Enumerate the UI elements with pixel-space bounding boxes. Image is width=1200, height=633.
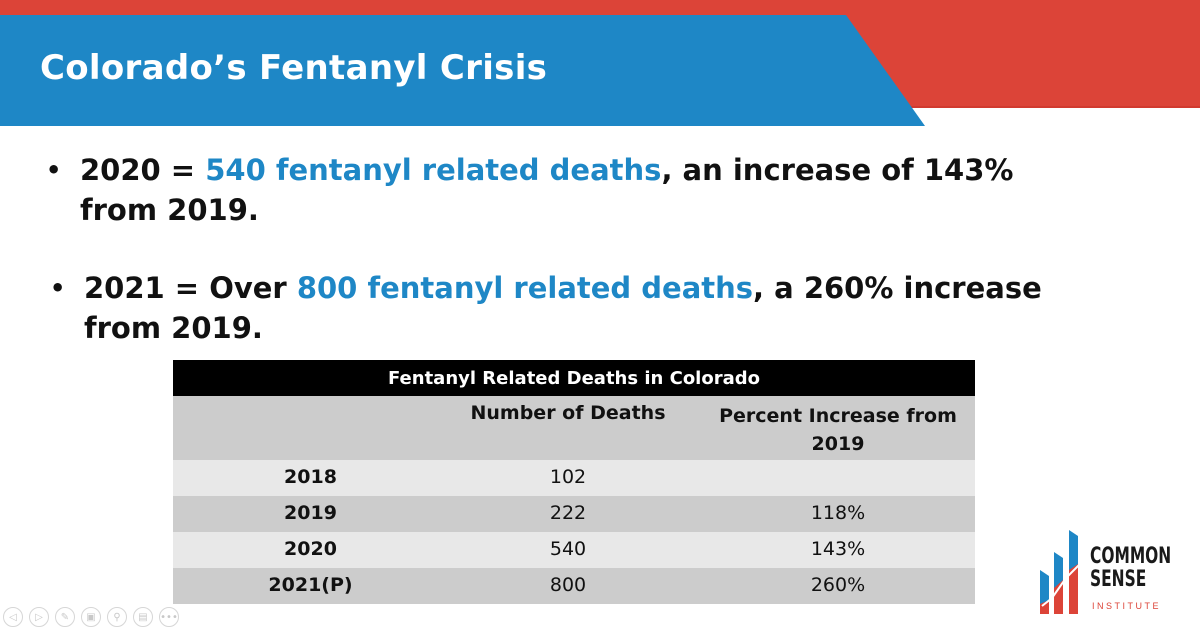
table-title: Fentanyl Related Deaths in Colorado (173, 360, 975, 396)
slide-title: Colorado’s Fentanyl Crisis (40, 48, 548, 88)
logo-wordmark: COMMON SENSE (1090, 545, 1171, 591)
table-row: 2019 222 118% (173, 496, 975, 532)
next-icon[interactable]: ▷ (29, 607, 49, 627)
bullet-prefix: 2020 = (80, 153, 206, 187)
pen-icon[interactable]: ✎ (55, 607, 75, 627)
row-percent: 118% (810, 502, 866, 524)
deaths-table: Fentanyl Related Deaths in Colorado Numb… (173, 360, 975, 604)
bullet-highlight: 800 fentanyl related deaths (296, 271, 754, 305)
table-row: 2018 102 (173, 460, 975, 496)
bullet-highlight: 540 fentanyl related deaths (205, 153, 662, 187)
header-banner-blue (0, 15, 925, 126)
zoom-icon[interactable]: ⚲ (107, 607, 127, 627)
logo-line-common: COMMON (1090, 544, 1172, 569)
row-deaths: 102 (549, 466, 587, 488)
column-header-percent: Percent Increase from 2019 (719, 405, 957, 455)
common-sense-logo-icon (1040, 530, 1081, 614)
logo-line-sense: SENSE (1090, 567, 1147, 592)
bullet-suffix: , an increase of 143% from 2019. (80, 153, 1014, 227)
column-header-deaths: Number of Deaths (470, 402, 666, 424)
row-year: 2018 (284, 466, 337, 488)
bullet-2020: • 2020 = 540 fentanyl related deaths, an… (46, 150, 1040, 230)
bullet-dot: • (46, 156, 62, 184)
row-deaths: 800 (549, 574, 587, 596)
row-year: 2021(P) (268, 574, 353, 596)
presentation-controls: ◁ ▷ ✎ ▣ ⚲ ▤ ••• (3, 607, 179, 627)
more-icon[interactable]: ••• (159, 607, 179, 627)
subtitles-icon[interactable]: ▤ (133, 607, 153, 627)
previous-icon[interactable]: ◁ (3, 607, 23, 627)
row-percent: 260% (810, 574, 866, 596)
row-deaths: 540 (549, 538, 587, 560)
row-deaths: 222 (549, 502, 587, 524)
row-year: 2020 (284, 538, 337, 560)
table-row: 2020 540 143% (173, 532, 975, 568)
bullet-dot: • (50, 274, 66, 302)
table-row: 2021(P) 800 260% (173, 568, 975, 604)
table-header-row: Number of Deaths Percent Increase from 2… (173, 396, 975, 460)
slides-icon[interactable]: ▣ (81, 607, 101, 627)
row-year: 2019 (284, 502, 337, 524)
bullet-suffix: , a 260% increase from 2019. (84, 271, 1042, 345)
row-percent: 143% (810, 538, 866, 560)
logo-line-institute: INSTITUTE (1092, 601, 1161, 611)
bullet-prefix: 2021 = Over (84, 271, 297, 305)
bullet-2021: • 2021 = Over 800 fentanyl related death… (50, 268, 1044, 348)
